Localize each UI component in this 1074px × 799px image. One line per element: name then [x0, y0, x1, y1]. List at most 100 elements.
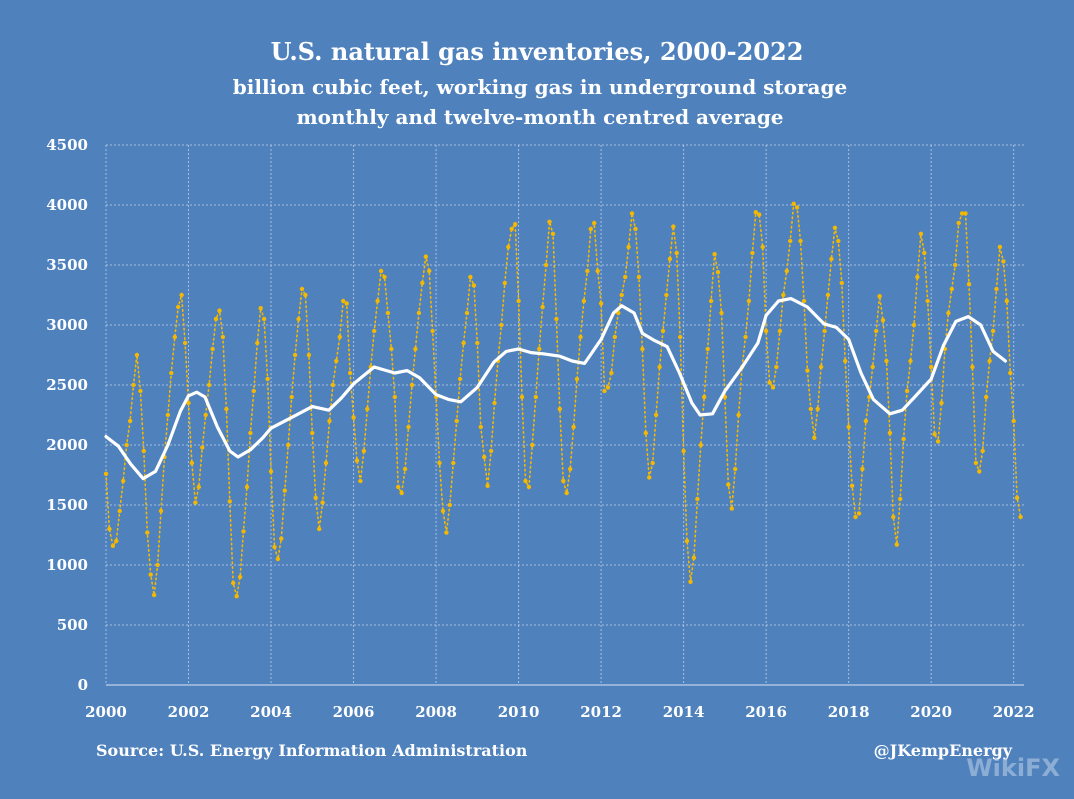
series-0-point	[984, 394, 989, 400]
series-0-point	[117, 508, 122, 514]
y-tick-label: 1500	[46, 496, 88, 514]
series-0-point	[176, 304, 181, 310]
series-0-point	[454, 418, 459, 424]
series-0-point	[1001, 259, 1006, 264]
series-0-point	[918, 231, 924, 236]
chart-subtitle-2: monthly and twelve-month centred average	[296, 105, 783, 129]
series-0-point	[372, 328, 377, 334]
series-0-point	[430, 328, 435, 334]
series-0-point	[361, 448, 367, 454]
series-0-point	[292, 352, 298, 358]
series-0-point	[513, 222, 518, 227]
series-0-point	[526, 484, 532, 490]
series-0-point	[636, 274, 642, 280]
series-0-point	[530, 442, 535, 448]
series-0-line	[105, 201, 1022, 597]
series-0-point	[1008, 370, 1013, 376]
series-0-point	[839, 280, 844, 286]
x-axis-ticks: 2000 2002 2004 2006 2008 2010 2012 2014 2016 2018…	[85, 703, 1034, 721]
series-0-point	[306, 352, 312, 358]
series-0-point	[103, 471, 109, 476]
series-0-point	[145, 530, 150, 535]
series-0-point	[509, 226, 514, 232]
series-0-point	[681, 448, 686, 454]
series-0-point	[475, 340, 480, 346]
series-0-point	[423, 254, 428, 259]
series-0-point	[623, 274, 628, 280]
series-0-point	[351, 415, 356, 420]
series-0-point	[812, 435, 817, 440]
series-0-point	[206, 382, 212, 388]
series-0-point	[708, 298, 714, 304]
series-0-point	[612, 334, 617, 340]
series-0-point	[543, 262, 549, 268]
series-0-point	[516, 298, 521, 304]
series-0-point	[127, 418, 133, 424]
series-0-point	[533, 394, 538, 400]
watermark-logo: WikiFX	[966, 754, 1060, 782]
series-0-point	[901, 436, 906, 442]
series-0-point	[829, 256, 834, 262]
series-0-point	[341, 298, 346, 304]
series-0-point	[272, 544, 277, 550]
source-note: Source: U.S. Energy Information Administ…	[96, 741, 528, 760]
series-0-point	[464, 310, 470, 316]
series-0-point	[227, 499, 232, 504]
series-0-point	[801, 298, 807, 304]
series-0-point	[757, 212, 762, 217]
series-0-point	[437, 460, 442, 466]
series-0-point	[719, 310, 724, 316]
series-0-point	[172, 334, 177, 340]
series-0-point	[643, 430, 648, 436]
series-0-point	[863, 418, 869, 424]
series-0-point	[592, 220, 597, 226]
series-0-point	[554, 316, 559, 322]
series-0-point	[409, 382, 415, 388]
series-0-point	[733, 466, 738, 472]
series-0-point	[973, 460, 979, 466]
series-0-point	[506, 244, 511, 250]
y-axis-ticks: 0 500 1000 1500 2000 2500 3000 3500 4000 4500	[46, 136, 88, 694]
series-0-point	[234, 594, 239, 599]
x-tick-label: 2002	[168, 703, 210, 721]
series-0-point	[657, 364, 662, 370]
series-0-point	[990, 328, 996, 334]
series-0-point	[210, 346, 215, 352]
series-0-point	[519, 394, 525, 400]
series-0-point	[200, 445, 205, 450]
series-0-point	[457, 376, 463, 382]
series-0-point	[461, 340, 466, 346]
series-0-point	[781, 292, 786, 298]
series-0-point	[310, 430, 315, 436]
series-0-point	[891, 514, 896, 520]
series-0-point	[385, 310, 391, 316]
series-0-point	[347, 370, 353, 376]
series-0-point	[1011, 418, 1016, 424]
y-tick-label: 2500	[46, 376, 88, 394]
series-0-point	[650, 460, 655, 466]
series-0-point	[922, 250, 927, 256]
series-0-point	[963, 211, 968, 216]
x-tick-label: 2020	[910, 703, 952, 721]
series-0-point	[698, 442, 703, 448]
series-0-point	[323, 460, 329, 466]
series-0-point	[392, 394, 397, 400]
series-0-point	[114, 538, 119, 544]
series-0-point	[268, 469, 274, 474]
series-0-point	[843, 358, 848, 364]
series-0-point	[155, 562, 160, 568]
series-0-point	[880, 318, 886, 323]
series-0-point	[244, 484, 250, 490]
series-0-point	[499, 322, 504, 328]
y-tick-label: 500	[57, 616, 88, 634]
series-0-point	[849, 483, 855, 488]
series-0-point	[241, 529, 246, 534]
series-0-point	[482, 454, 487, 460]
series-0-point	[550, 231, 556, 236]
series-0-point	[492, 400, 497, 406]
series-0-point	[798, 238, 803, 244]
series-0-point	[994, 286, 999, 292]
y-tick-label: 0	[78, 676, 88, 694]
series-0-point	[179, 292, 184, 298]
series-0-point	[822, 328, 827, 334]
